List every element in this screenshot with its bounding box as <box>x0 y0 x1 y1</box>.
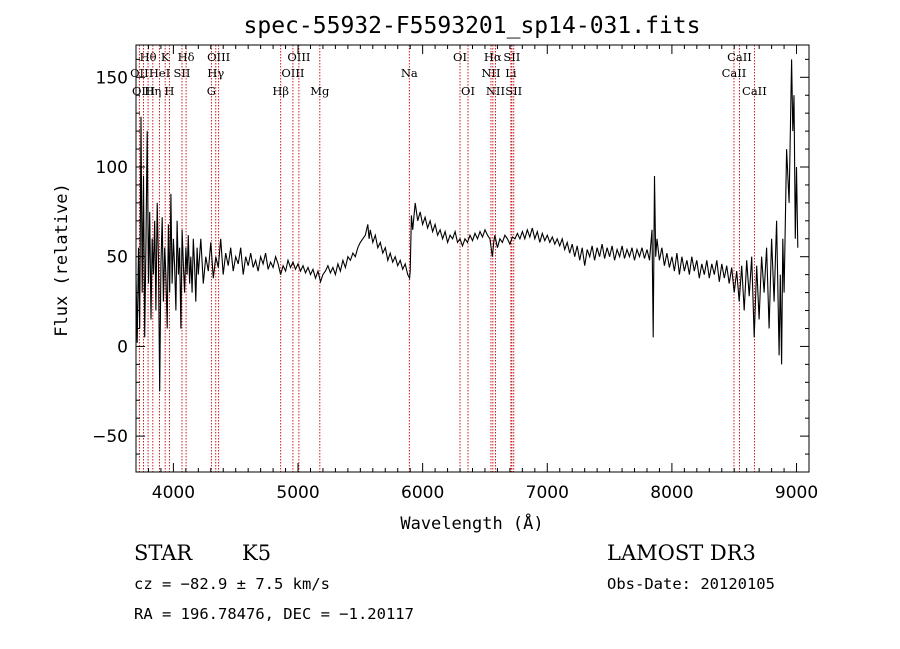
obs-date: Obs-Date: 20120105 <box>607 575 775 593</box>
survey-name: LAMOST DR3 <box>607 541 756 565</box>
x-tick-label: 6000 <box>401 483 444 503</box>
line-label: OII <box>130 66 149 80</box>
line-label: Li <box>505 66 517 80</box>
line-label: CaII <box>727 50 752 64</box>
line-label: OI <box>461 84 475 98</box>
line-label: HeI <box>149 66 170 80</box>
chart-title: spec-55932-F5593201_sp14-031.fits <box>244 13 701 39</box>
x-tick-label: 8000 <box>650 483 693 503</box>
line-label: Hγ <box>207 66 224 80</box>
line-label: OIII <box>207 50 230 64</box>
line-label: NII <box>486 84 505 98</box>
y-tick-label: 0 <box>117 337 128 357</box>
line-label: Na <box>401 66 418 80</box>
object-class: STAR <box>134 541 193 565</box>
line-label: G <box>207 84 216 98</box>
redshift-readout: cz = −82.9 ± 7.5 km/s <box>134 575 330 593</box>
line-label: SII <box>174 66 191 80</box>
line-label: OIII <box>281 66 304 80</box>
line-label: OIII <box>287 50 310 64</box>
line-label: CaII <box>722 66 747 80</box>
line-label: Hθ <box>140 50 157 64</box>
x-tick-label: 9000 <box>775 483 818 503</box>
x-tick-label: 4000 <box>152 483 195 503</box>
line-label: Mg <box>310 84 330 98</box>
y-axis-label: Flux (relative) <box>52 183 72 337</box>
y-tick-label: −50 <box>92 427 128 447</box>
line-label: CaII <box>742 84 767 98</box>
object-subclass: K5 <box>242 541 271 565</box>
axes: 4000 5000 6000 7000 8000 9000 −50 0 50 100 150 <box>92 45 818 503</box>
y-tick-label: 150 <box>96 68 128 88</box>
spectrum-series-line <box>135 59 799 392</box>
x-axis-label: Wavelength (Å) <box>400 512 543 534</box>
y-tick-label: 100 <box>96 158 128 178</box>
x-tick-label: 5000 <box>276 483 319 503</box>
coordinates: RA = 196.78476, DEC = −1.20117 <box>134 605 414 623</box>
line-label: NII <box>481 66 500 80</box>
line-label: Hα <box>484 50 502 64</box>
line-label: SII <box>505 84 522 98</box>
line-label: Hβ <box>272 84 289 98</box>
line-label: K <box>161 50 170 64</box>
x-tick-label: 7000 <box>526 483 569 503</box>
line-label: SII <box>503 50 520 64</box>
line-label: H <box>164 84 174 98</box>
line-label: OIII <box>132 84 155 98</box>
line-label: Hδ <box>178 50 195 64</box>
y-tick-label: 50 <box>106 248 128 268</box>
line-label: Hη <box>144 84 161 98</box>
line-label: OI <box>453 50 467 64</box>
plot-frame <box>135 44 810 473</box>
